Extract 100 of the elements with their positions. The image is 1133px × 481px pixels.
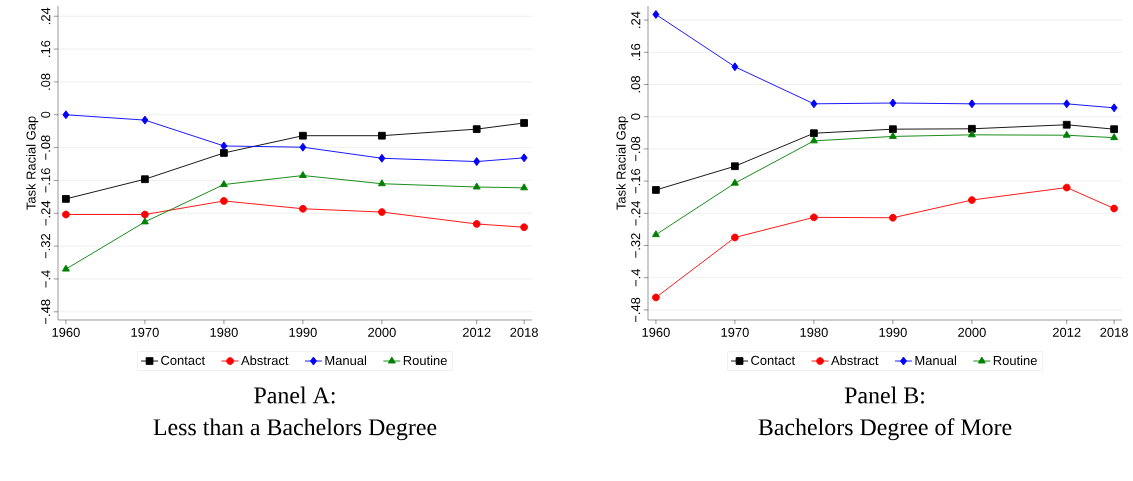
x-tick-label: 2000 [368, 327, 396, 337]
point [220, 141, 228, 151]
y-tick-label: −.16 [631, 168, 641, 194]
point [1110, 125, 1118, 134]
text: Panel B: [844, 386, 924, 404]
legend-label: Routine [993, 355, 1037, 366]
point [731, 233, 739, 242]
point [377, 179, 386, 187]
point [520, 153, 528, 163]
y-tick-label: −.32 [41, 233, 51, 259]
y-tick-label: .08 [631, 76, 641, 93]
point [141, 175, 149, 184]
x-tick-label: 2012 [462, 327, 491, 337]
point [141, 115, 149, 125]
x-tick-label: 1980 [210, 327, 238, 337]
legend-label: Manual [325, 355, 367, 366]
point [299, 204, 307, 213]
y-tick-label: −.4 [631, 268, 641, 287]
point [299, 131, 307, 140]
y-tick-label: 0 [41, 111, 51, 118]
y-axis-title: Task Racial Gap [616, 116, 629, 210]
point [141, 210, 149, 219]
point [520, 183, 529, 191]
y-tick-label: −.48 [41, 299, 51, 324]
y-tick-label: .16 [41, 40, 51, 57]
point [62, 110, 70, 120]
legend-label: Abstract [241, 355, 289, 366]
y-tick-label: .16 [631, 43, 641, 61]
y-tick-label: −.08 [41, 135, 51, 160]
point [652, 10, 660, 19]
point [220, 149, 228, 157]
y-tick-label: −.48 [631, 297, 641, 323]
point [1062, 183, 1071, 192]
point [472, 220, 481, 228]
point [62, 195, 70, 203]
legend-label: Manual [915, 355, 957, 366]
y-tick-label: 0 [631, 113, 641, 120]
point [651, 230, 660, 238]
y-tick-label: .24 [631, 11, 641, 28]
legend-label: Routine [403, 355, 447, 366]
point [1110, 204, 1118, 213]
y-tick-label: −.32 [631, 233, 641, 258]
point [472, 182, 481, 190]
point [652, 293, 660, 302]
point [520, 223, 528, 232]
y-axis-title: Task Racial Gap [26, 116, 39, 210]
text: Bachelors Degree of More [758, 418, 1012, 441]
x-tick-label: 1970 [131, 327, 159, 337]
point [889, 213, 897, 222]
point [652, 186, 660, 194]
point [298, 171, 307, 178]
x-tick-label: 2018 [510, 327, 538, 337]
text: Less than a Bachelors Degree [153, 418, 437, 441]
point [61, 264, 70, 272]
point [1110, 103, 1118, 113]
x-tick-label: 1970 [721, 327, 749, 337]
point [378, 208, 386, 216]
x-tick-label: 1960 [642, 327, 670, 337]
x-tick-label: 1990 [289, 327, 317, 337]
point [219, 180, 228, 187]
point [967, 130, 976, 138]
x-tick-label: 2000 [958, 327, 986, 337]
point [220, 197, 228, 205]
point [968, 196, 976, 204]
x-tick-label: 1960 [52, 327, 80, 337]
point [888, 131, 897, 139]
point [378, 131, 386, 140]
point [1063, 99, 1071, 109]
text: Panel A: [254, 386, 335, 404]
y-tick-label: −.24 [631, 200, 641, 226]
point [473, 157, 481, 167]
point [378, 153, 386, 163]
y-tick-label: .08 [41, 73, 51, 90]
point [731, 162, 739, 171]
point [889, 125, 897, 134]
point [1062, 130, 1071, 138]
point [810, 99, 818, 109]
point [520, 119, 528, 127]
point [810, 213, 818, 222]
legend-label: Contact [751, 355, 796, 365]
point [1062, 120, 1071, 129]
x-tick-label: 1980 [800, 327, 828, 337]
point [968, 124, 976, 133]
point [889, 98, 897, 108]
x-tick-label: 1990 [879, 327, 907, 337]
y-tick-label: −.16 [41, 168, 51, 193]
point [140, 217, 149, 225]
point [809, 136, 818, 144]
point [810, 129, 818, 138]
y-tick-label: .24 [41, 7, 51, 25]
point [472, 125, 481, 133]
y-tick-label: −.24 [41, 200, 51, 226]
x-tick-label: 2018 [1100, 327, 1128, 337]
legend-label: Abstract [831, 355, 879, 366]
point [730, 178, 739, 186]
y-tick-label: −.4 [41, 270, 51, 288]
point [299, 142, 307, 152]
point [1110, 133, 1119, 141]
point [731, 62, 739, 72]
legend-label: Contact [161, 355, 206, 365]
